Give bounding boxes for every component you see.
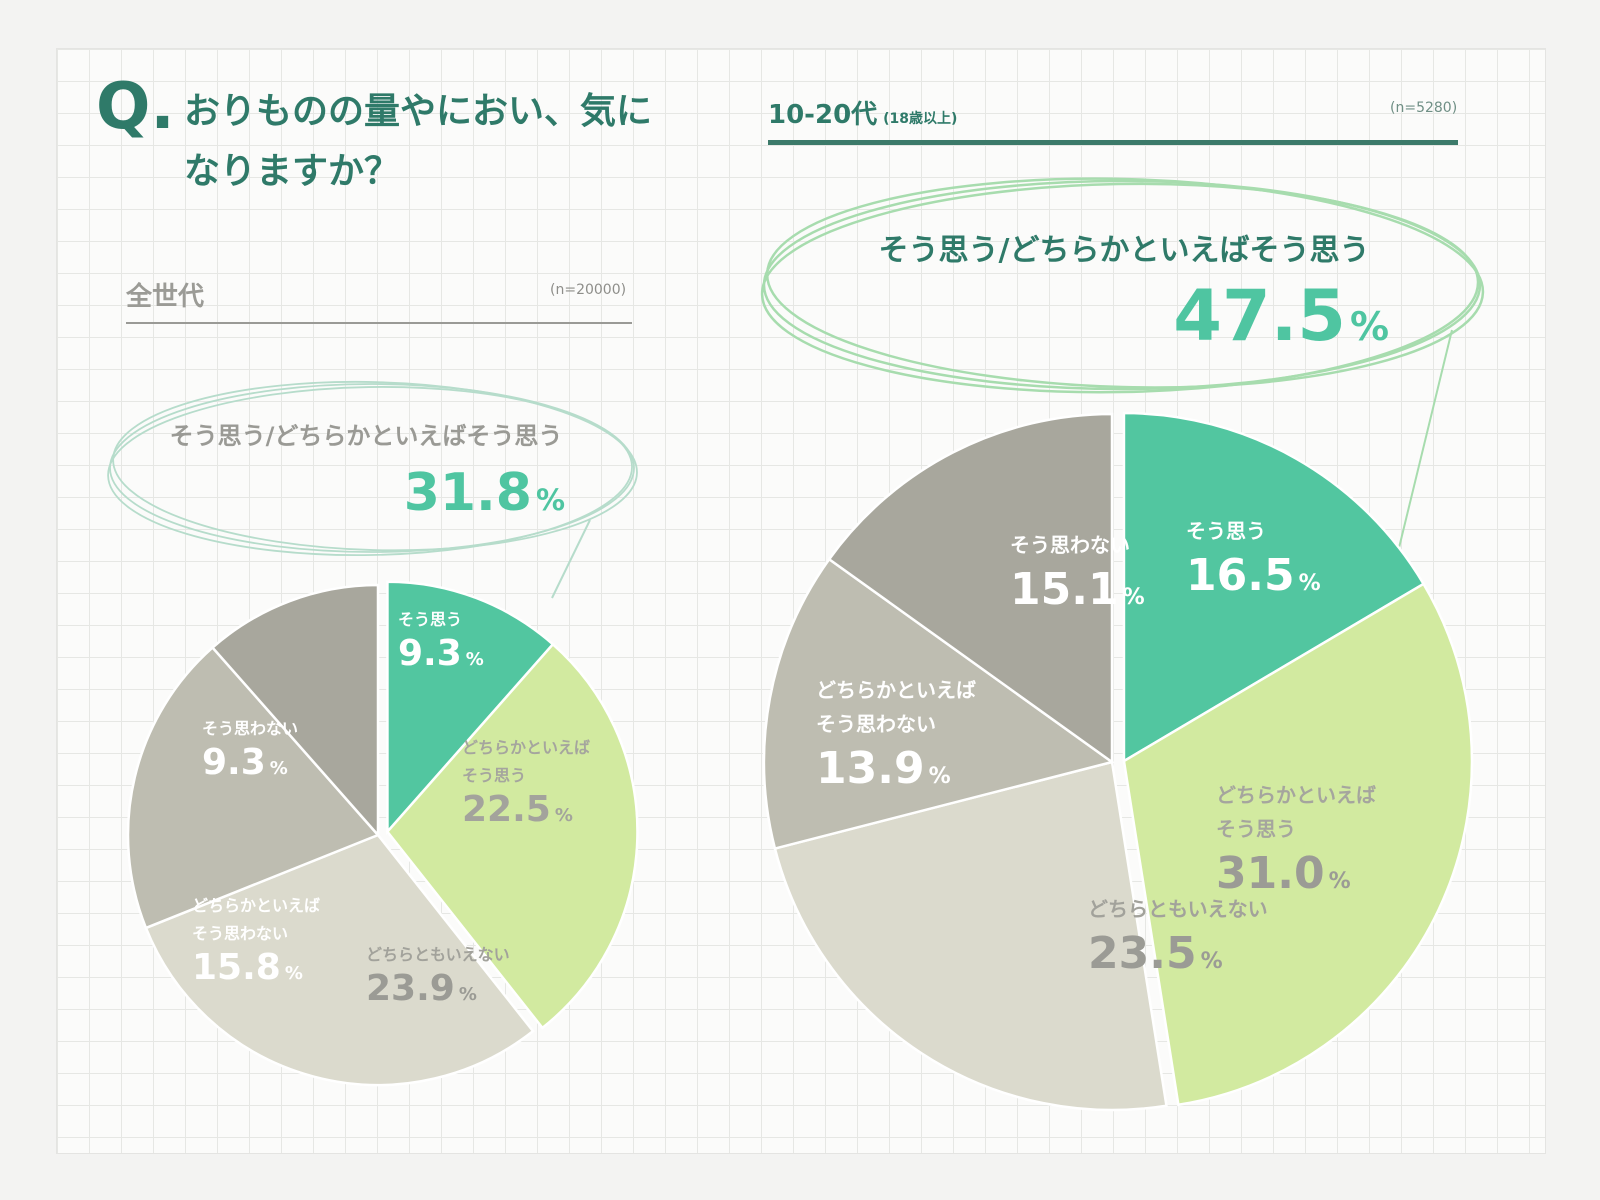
slice-unit-0-4: % — [270, 758, 288, 779]
slice-label-0-3-1: そう思わない — [192, 924, 288, 943]
question-prefix: Q. — [96, 70, 175, 144]
callout-outline-1 — [765, 177, 1485, 389]
callout-outline-0 — [109, 383, 635, 553]
left-header-rule — [126, 322, 632, 324]
callout-unit-1: % — [1350, 305, 1389, 350]
slice-unit-0-3: % — [285, 963, 303, 984]
callout-outline-0 — [107, 386, 633, 557]
slice-unit-0-2: % — [459, 984, 477, 1005]
callout-outline-1 — [760, 182, 1480, 394]
callout-bubble-0 — [107, 380, 638, 599]
question-title: おりものの量やにおい、気になりますか？ — [184, 91, 653, 192]
slice-unit-0-1: % — [555, 805, 573, 826]
pie-slice-0-2 — [144, 833, 535, 1087]
callout-tail-0 — [551, 519, 591, 599]
callout-value-0: 31.8 — [404, 463, 532, 523]
slice-label-0-0-0: そう思う — [398, 610, 462, 629]
slice-unit-1-4: % — [1123, 585, 1145, 610]
left-section-title: 全世代 — [126, 282, 205, 312]
pie-slice-0-1 — [385, 642, 639, 1030]
pie-slice-1-1 — [1122, 582, 1474, 1107]
slice-label-1-2-0: どちらともいえない — [1088, 897, 1268, 921]
right-section-title: 10-20代 (18歳以上) — [768, 94, 957, 131]
callout-outline-0 — [112, 380, 638, 552]
slice-label-0-4-0: そう思わない — [202, 719, 298, 738]
pie-slice-1-3 — [762, 557, 1115, 851]
slice-unit-0-0: % — [466, 649, 484, 670]
callout-value-1: 47.5 — [1173, 275, 1346, 357]
slice-label-1-0-0: そう思う — [1186, 519, 1266, 543]
pie-slice-0-3 — [126, 645, 381, 930]
slice-unit-1-2: % — [1201, 949, 1223, 974]
slice-label-0-1-1: そう思う — [462, 766, 526, 785]
pie-slice-0-0 — [386, 580, 555, 836]
slice-label-1-4-0: そう思わない — [1010, 533, 1130, 557]
slice-label-1-1-1: そう思う — [1216, 817, 1296, 841]
slice-label-0-2-0: どちらともいえない — [366, 945, 510, 964]
slice-label-1-1-0: どちらかといえば — [1216, 783, 1376, 807]
pie-slice-1-0 — [1122, 411, 1426, 764]
pie-slice-1-2 — [773, 760, 1168, 1112]
slice-unit-1-1: % — [1329, 869, 1351, 894]
slice-unit-1-3: % — [929, 764, 951, 789]
slice-label-0-3-0: どちらかといえば — [192, 896, 320, 915]
right-header-rule — [768, 140, 1458, 145]
right-section-title-sub: (18歳以上) — [883, 111, 958, 127]
callout-tail-1 — [1397, 329, 1453, 553]
callout-unit-0: % — [536, 483, 565, 517]
callout-bubble-1 — [760, 177, 1485, 553]
pie-slice-0-4 — [210, 583, 380, 839]
right-sample-size: (n=5280) — [1390, 100, 1458, 116]
pie-slice-1-4 — [827, 412, 1114, 765]
right-section-title-main: 10-20代 — [768, 100, 878, 130]
callout-label-1: そう思う/どちらかといえばそう思う — [879, 233, 1370, 268]
slice-label-1-3-1: そう思わない — [816, 712, 936, 736]
left-sample-size: (n=20000) — [550, 282, 627, 298]
slice-label-0-1-0: どちらかといえば — [462, 738, 590, 757]
callout-label-0: そう思う/どちらかといえばそう思う — [170, 422, 563, 450]
slice-label-1-3-0: どちらかといえば — [816, 678, 976, 702]
slice-unit-1-0: % — [1299, 571, 1321, 596]
